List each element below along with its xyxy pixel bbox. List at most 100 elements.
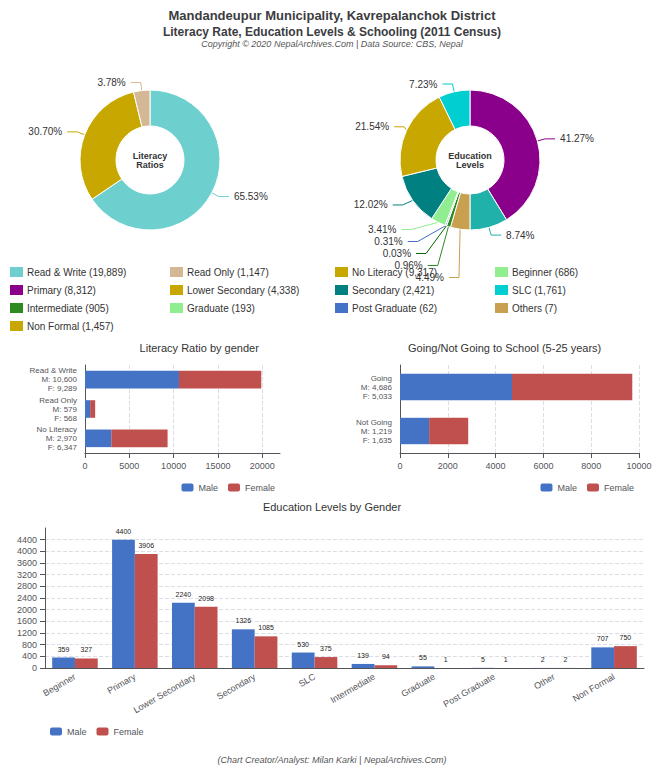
svg-text:0: 0 <box>82 461 87 471</box>
svg-text:0.31%: 0.31% <box>374 236 402 247</box>
svg-text:1600: 1600 <box>17 616 37 626</box>
svg-text:Education Levels by Gender: Education Levels by Gender <box>263 501 402 513</box>
svg-text:0: 0 <box>397 461 402 471</box>
svg-text:Literacy Rate, Education Level: Literacy Rate, Education Levels & School… <box>163 25 501 39</box>
svg-text:4.49%: 4.49% <box>416 272 444 283</box>
svg-text:Intermediate: Intermediate <box>329 672 377 706</box>
svg-text:3906: 3906 <box>138 542 154 549</box>
svg-text:750: 750 <box>620 634 632 641</box>
svg-text:Going: Going <box>371 374 392 383</box>
svg-text:2: 2 <box>564 656 568 663</box>
svg-text:0: 0 <box>32 663 37 673</box>
svg-text:Primary: Primary <box>106 671 138 695</box>
svg-text:Male: Male <box>198 483 218 493</box>
svg-text:375: 375 <box>320 645 332 652</box>
svg-text:Read & Write (19,889): Read & Write (19,889) <box>27 267 126 278</box>
svg-text:94: 94 <box>382 653 390 660</box>
svg-text:10000: 10000 <box>626 461 651 471</box>
svg-text:Post Graduate (62): Post Graduate (62) <box>352 303 437 314</box>
svg-text:(Chart Creator/Analyst: Milan: (Chart Creator/Analyst: Milan Karki | Ne… <box>218 755 447 765</box>
svg-text:3600: 3600 <box>17 558 37 568</box>
svg-text:139: 139 <box>357 652 369 659</box>
svg-text:Lower Secondary: Lower Secondary <box>132 671 198 715</box>
svg-text:2240: 2240 <box>176 591 192 598</box>
svg-text:Male: Male <box>67 727 87 737</box>
svg-text:4000: 4000 <box>17 546 37 556</box>
svg-text:Mandandeupur Municipality, Kav: Mandandeupur Municipality, Kavrepalancho… <box>169 8 497 23</box>
svg-text:Copyright © 2020 NepalArchives: Copyright © 2020 NepalArchives.Com | Dat… <box>201 39 464 49</box>
svg-text:F: 1,635: F: 1,635 <box>363 436 393 445</box>
svg-text:0.96%: 0.96% <box>394 260 422 271</box>
svg-text:Post Graduate: Post Graduate <box>442 672 497 710</box>
svg-text:Levels: Levels <box>456 160 484 170</box>
svg-text:Secondary: Secondary <box>215 671 258 701</box>
svg-text:M: 4,686: M: 4,686 <box>361 383 393 392</box>
svg-text:Not Going: Not Going <box>356 418 392 427</box>
svg-text:Read Only: Read Only <box>39 396 77 405</box>
svg-text:400: 400 <box>22 651 37 661</box>
svg-text:800: 800 <box>22 640 37 650</box>
svg-text:Others (7): Others (7) <box>512 303 557 314</box>
svg-text:8.74%: 8.74% <box>506 230 534 241</box>
svg-text:2400: 2400 <box>17 593 37 603</box>
svg-text:5: 5 <box>481 656 485 663</box>
svg-text:55: 55 <box>419 654 427 661</box>
svg-text:SLC: SLC <box>297 671 318 689</box>
svg-text:No Literacy: No Literacy <box>37 425 77 434</box>
svg-text:M: 1,219: M: 1,219 <box>361 427 393 436</box>
svg-text:Female: Female <box>245 483 275 493</box>
svg-text:1: 1 <box>444 656 448 663</box>
svg-text:Going/Not Going to School (5-2: Going/Not Going to School (5-25 years) <box>408 342 601 354</box>
svg-text:F: 5,033: F: 5,033 <box>363 392 393 401</box>
svg-text:21.54%: 21.54% <box>355 121 389 132</box>
svg-text:1085: 1085 <box>258 624 274 631</box>
svg-text:Lower Secondary (4,338): Lower Secondary (4,338) <box>187 285 299 296</box>
svg-text:2000: 2000 <box>438 461 458 471</box>
svg-text:707: 707 <box>597 635 609 642</box>
svg-text:Graduate (193): Graduate (193) <box>187 303 255 314</box>
svg-text:1200: 1200 <box>17 628 37 638</box>
svg-text:Non Formal (1,457): Non Formal (1,457) <box>27 321 114 332</box>
svg-text:Ratios: Ratios <box>136 160 164 170</box>
svg-text:3.41%: 3.41% <box>368 224 396 235</box>
svg-text:2000: 2000 <box>17 605 37 615</box>
svg-text:30.70%: 30.70% <box>28 126 62 137</box>
svg-text:2: 2 <box>541 656 545 663</box>
svg-text:M: 2,970: M: 2,970 <box>46 434 78 443</box>
svg-text:4400: 4400 <box>17 535 37 545</box>
svg-text:M: 10,600: M: 10,600 <box>41 375 77 384</box>
svg-text:Beginner (686): Beginner (686) <box>512 267 578 278</box>
svg-text:327: 327 <box>80 646 92 653</box>
svg-text:20000: 20000 <box>250 461 275 471</box>
svg-text:Female: Female <box>604 483 634 493</box>
svg-text:12.02%: 12.02% <box>354 199 388 210</box>
svg-text:3.78%: 3.78% <box>97 77 125 88</box>
svg-text:F: 6,347: F: 6,347 <box>48 443 78 452</box>
svg-text:41.27%: 41.27% <box>560 133 594 144</box>
svg-text:2098: 2098 <box>198 595 214 602</box>
svg-text:8000: 8000 <box>581 461 601 471</box>
svg-text:Primary (8,312): Primary (8,312) <box>27 285 96 296</box>
svg-text:F: 9,289: F: 9,289 <box>48 384 78 393</box>
svg-text:Non Formal: Non Formal <box>571 672 617 704</box>
svg-text:1: 1 <box>504 656 508 663</box>
svg-text:M: 579: M: 579 <box>53 405 78 414</box>
svg-text:0.03%: 0.03% <box>383 248 411 259</box>
svg-text:Graduate: Graduate <box>399 672 436 699</box>
svg-text:Read & Write: Read & Write <box>30 366 78 375</box>
svg-text:Secondary (2,421): Secondary (2,421) <box>352 285 434 296</box>
svg-text:Literacy Ratio by gender: Literacy Ratio by gender <box>140 342 260 354</box>
svg-text:Female: Female <box>114 727 144 737</box>
svg-text:1326: 1326 <box>235 617 251 624</box>
svg-text:F: 568: F: 568 <box>54 414 77 423</box>
svg-text:7.23%: 7.23% <box>409 79 437 90</box>
svg-text:2800: 2800 <box>17 581 37 591</box>
svg-text:15000: 15000 <box>205 461 230 471</box>
svg-text:4000: 4000 <box>486 461 506 471</box>
svg-text:4400: 4400 <box>116 528 132 535</box>
svg-text:6000: 6000 <box>533 461 553 471</box>
svg-text:3200: 3200 <box>17 570 37 580</box>
svg-text:Beginner: Beginner <box>41 672 77 699</box>
svg-text:Read Only (1,147): Read Only (1,147) <box>187 267 269 278</box>
svg-text:5000: 5000 <box>119 461 139 471</box>
